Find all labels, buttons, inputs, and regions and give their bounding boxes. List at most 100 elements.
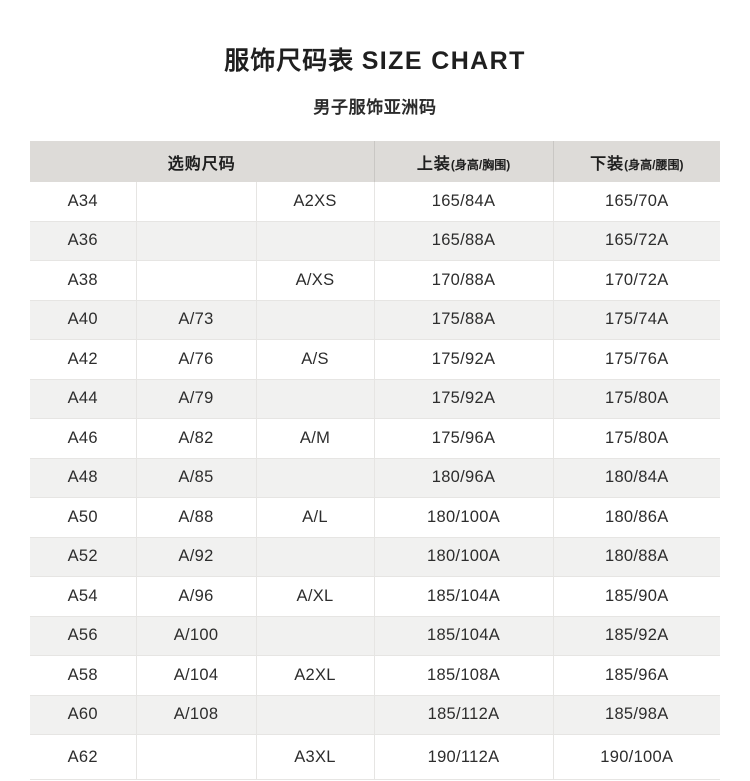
table-row: A56 A/100 185/104A 185/92A bbox=[30, 616, 721, 656]
cell-top-measure: 165/84A bbox=[374, 182, 554, 222]
cell-size-number: A54 bbox=[30, 576, 137, 617]
table-row: A58 A/104 A2XL 185/108A 185/96A bbox=[30, 655, 721, 696]
cell-size-number: A62 bbox=[30, 734, 137, 780]
cell-size-alpha: A/82 bbox=[136, 418, 257, 459]
table-body: A34 A2XS 165/84A 165/70A A36 165/88A 165/72A A3… bbox=[30, 182, 721, 780]
page-title-en: SIZE CHART bbox=[361, 47, 526, 75]
cell-size-number: A38 bbox=[30, 260, 137, 301]
cell-top-measure: 180/96A bbox=[374, 458, 554, 498]
cell-bottom-measure: 180/84A bbox=[553, 458, 721, 498]
table-row: A48 A/85 180/96A 180/84A bbox=[30, 458, 721, 498]
cell-size-alpha bbox=[136, 221, 257, 261]
cell-size-number: A40 bbox=[30, 300, 137, 340]
cell-bottom-measure: 185/90A bbox=[553, 576, 721, 617]
cell-bottom-measure: 180/88A bbox=[553, 537, 721, 577]
cell-size-number: A34 bbox=[30, 182, 137, 222]
table-row: A50 A/88 A/L 180/100A 180/86A bbox=[30, 497, 721, 538]
page-title: 服饰尺码表 SIZE CHART bbox=[0, 46, 750, 76]
cell-top-measure: 170/88A bbox=[374, 260, 554, 301]
cell-bottom-measure: 185/92A bbox=[553, 616, 721, 656]
cell-size-number: A52 bbox=[30, 537, 137, 577]
cell-bottom-measure: 185/96A bbox=[553, 655, 721, 696]
title-block: 服饰尺码表 SIZE CHART 男子服饰亚洲码 bbox=[0, 0, 750, 118]
cell-top-measure: 185/112A bbox=[374, 695, 554, 735]
cell-bottom-measure: 165/72A bbox=[553, 221, 721, 261]
page-subtitle: 男子服饰亚洲码 bbox=[313, 98, 437, 117]
table-row: A36 165/88A 165/72A bbox=[30, 221, 721, 261]
cell-top-measure: 175/96A bbox=[374, 418, 554, 459]
column-header-bottom-sub: (身高/腰围) bbox=[624, 157, 684, 172]
cell-top-measure: 185/104A bbox=[374, 616, 554, 656]
cell-size-alpha bbox=[136, 734, 257, 780]
table-row: A52 A/92 180/100A 180/88A bbox=[30, 537, 721, 577]
cell-top-measure: 185/108A bbox=[374, 655, 554, 696]
cell-size-letter bbox=[256, 221, 375, 261]
cell-size-letter bbox=[256, 458, 375, 498]
column-header-top: 上装(身高/胸围) bbox=[374, 141, 554, 182]
table-row: A46 A/82 A/M 175/96A 175/80A bbox=[30, 418, 721, 459]
cell-size-letter: A/M bbox=[256, 418, 375, 459]
table-row: A60 A/108 185/112A 185/98A bbox=[30, 695, 721, 735]
table-header: 选购尺码 上装(身高/胸围) 下装(身高/腰围) bbox=[30, 141, 721, 182]
table-row: A42 A/76 A/S 175/92A 175/76A bbox=[30, 339, 721, 380]
cell-size-letter bbox=[256, 379, 375, 419]
cell-size-letter: A/XS bbox=[256, 260, 375, 301]
cell-size-number: A60 bbox=[30, 695, 137, 735]
cell-size-letter bbox=[256, 300, 375, 340]
cell-bottom-measure: 190/100A bbox=[553, 734, 721, 780]
table-row: A40 A/73 175/88A 175/74A bbox=[30, 300, 721, 340]
size-table: 选购尺码 上装(身高/胸围) 下装(身高/腰围) A34 A2XS 165/84A 1… bbox=[30, 141, 721, 780]
cell-size-alpha bbox=[136, 182, 257, 222]
column-header-size-group: 选购尺码 bbox=[30, 141, 375, 182]
cell-size-number: A42 bbox=[30, 339, 137, 380]
cell-size-number: A36 bbox=[30, 221, 137, 261]
cell-size-number: A46 bbox=[30, 418, 137, 459]
cell-top-measure: 180/100A bbox=[374, 497, 554, 538]
table-row: A54 A/96 A/XL 185/104A 185/90A bbox=[30, 576, 721, 617]
cell-top-measure: 175/92A bbox=[374, 379, 554, 419]
cell-size-alpha: A/79 bbox=[136, 379, 257, 419]
cell-size-number: A58 bbox=[30, 655, 137, 696]
cell-bottom-measure: 165/70A bbox=[553, 182, 721, 222]
table-row: A62 A3XL 190/112A 190/100A bbox=[30, 734, 721, 780]
cell-bottom-measure: 180/86A bbox=[553, 497, 721, 538]
cell-size-number: A48 bbox=[30, 458, 137, 498]
column-header-top-sub: (身高/胸围) bbox=[450, 157, 511, 172]
cell-top-measure: 190/112A bbox=[374, 734, 554, 780]
cell-size-alpha: A/92 bbox=[136, 537, 257, 577]
cell-size-letter: A/S bbox=[256, 339, 375, 380]
cell-size-letter bbox=[256, 695, 375, 735]
size-table-container: 选购尺码 上装(身高/胸围) 下装(身高/腰围) A34 A2XS 165/84A 1… bbox=[30, 141, 721, 780]
column-header-bottom-main: 下装 bbox=[590, 155, 625, 173]
cell-bottom-measure: 175/80A bbox=[553, 379, 721, 419]
column-header-bottom: 下装(身高/腰围) bbox=[553, 141, 721, 182]
table-row: A38 A/XS 170/88A 170/72A bbox=[30, 260, 721, 301]
cell-bottom-measure: 175/80A bbox=[553, 418, 721, 459]
cell-size-number: A50 bbox=[30, 497, 137, 538]
table-row: A44 A/79 175/92A 175/80A bbox=[30, 379, 721, 419]
cell-size-letter: A/XL bbox=[256, 576, 375, 617]
cell-size-alpha: A/85 bbox=[136, 458, 257, 498]
cell-size-alpha: A/76 bbox=[136, 339, 257, 380]
cell-size-letter: A2XS bbox=[256, 182, 375, 222]
cell-size-alpha: A/100 bbox=[136, 616, 257, 656]
cell-size-letter bbox=[256, 537, 375, 577]
cell-size-alpha: A/108 bbox=[136, 695, 257, 735]
cell-size-number: A56 bbox=[30, 616, 137, 656]
cell-size-alpha: A/96 bbox=[136, 576, 257, 617]
table-row: A34 A2XS 165/84A 165/70A bbox=[30, 182, 721, 222]
cell-size-letter: A/L bbox=[256, 497, 375, 538]
cell-bottom-measure: 175/74A bbox=[553, 300, 721, 340]
header-row: 选购尺码 上装(身高/胸围) 下装(身高/腰围) bbox=[30, 141, 721, 182]
cell-size-alpha: A/104 bbox=[136, 655, 257, 696]
cell-size-letter bbox=[256, 616, 375, 656]
page-title-cn: 服饰尺码表 bbox=[224, 47, 355, 75]
cell-bottom-measure: 170/72A bbox=[553, 260, 721, 301]
cell-top-measure: 175/88A bbox=[374, 300, 554, 340]
cell-size-alpha: A/73 bbox=[136, 300, 257, 340]
cell-size-number: A44 bbox=[30, 379, 137, 419]
cell-top-measure: 185/104A bbox=[374, 576, 554, 617]
cell-bottom-measure: 185/98A bbox=[553, 695, 721, 735]
cell-top-measure: 180/100A bbox=[374, 537, 554, 577]
